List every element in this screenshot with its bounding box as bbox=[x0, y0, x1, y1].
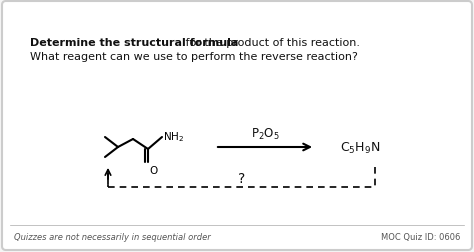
Text: ?: ? bbox=[238, 171, 245, 185]
Text: for the product of this reaction.: for the product of this reaction. bbox=[182, 38, 360, 48]
Text: MOC Quiz ID: 0606: MOC Quiz ID: 0606 bbox=[381, 233, 460, 241]
Text: Quizzes are not necessarily in sequential order: Quizzes are not necessarily in sequentia… bbox=[14, 233, 211, 241]
FancyBboxPatch shape bbox=[2, 2, 472, 250]
Text: Determine the structural formula: Determine the structural formula bbox=[30, 38, 238, 48]
Text: C$_5$H$_9$N: C$_5$H$_9$N bbox=[340, 140, 380, 155]
Text: What reagent can we use to perform the reverse reaction?: What reagent can we use to perform the r… bbox=[30, 52, 358, 62]
Text: P$_2$O$_5$: P$_2$O$_5$ bbox=[251, 126, 279, 141]
Text: O: O bbox=[149, 165, 157, 175]
Text: NH$_2$: NH$_2$ bbox=[163, 130, 184, 143]
